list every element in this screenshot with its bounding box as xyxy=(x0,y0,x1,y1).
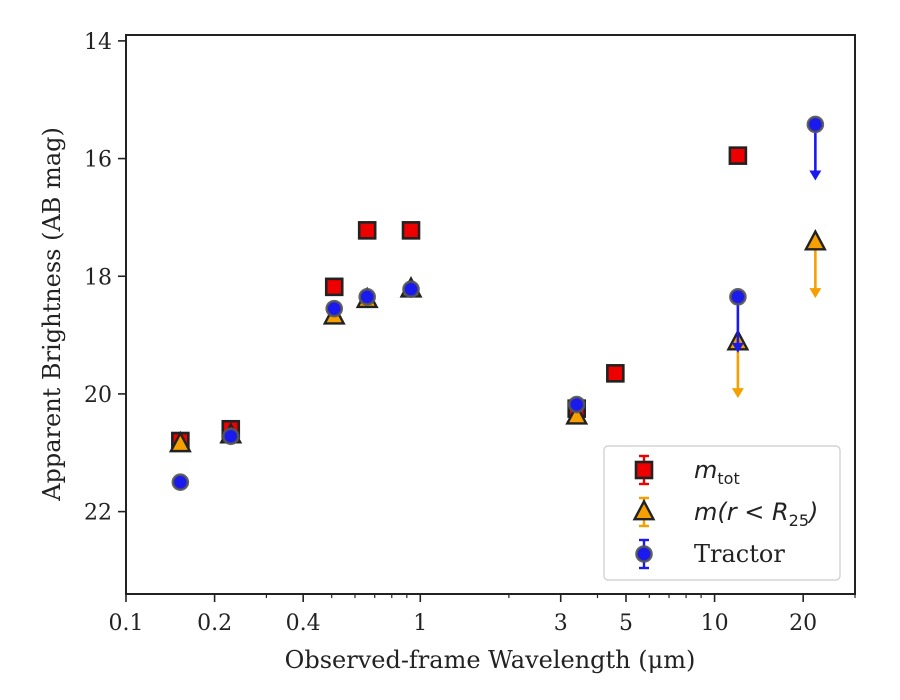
data-point-square xyxy=(728,146,748,165)
legend-label: Tractor xyxy=(694,540,785,568)
upper-limit-arrow-head xyxy=(731,388,744,399)
y-tick-label: 16 xyxy=(84,148,112,173)
legend-box xyxy=(603,445,841,581)
data-point-square xyxy=(324,277,344,297)
legend-marker-square xyxy=(634,460,654,480)
legend: mtot m(r < R25) Tractor xyxy=(603,445,841,581)
legend-marker-circle xyxy=(635,545,653,563)
x-tick-label: 1 xyxy=(413,611,427,636)
x-tick-label: 20 xyxy=(789,611,817,636)
legend-label: m(r < R25) xyxy=(694,498,818,530)
upper-limit-arrow-head xyxy=(731,342,744,353)
y-axis-label: Apparent Brightness (AB mag) xyxy=(38,127,66,502)
y-tick-label: 14 xyxy=(84,30,112,55)
y-tick-label: 22 xyxy=(84,501,112,526)
legend-label: mtot xyxy=(694,456,740,488)
legend-marker-triangle xyxy=(632,498,656,521)
x-tick-label: 10 xyxy=(701,611,729,636)
x-tick-label: 0.4 xyxy=(286,611,321,636)
data-point-square xyxy=(357,221,377,240)
x-tick-label: 5 xyxy=(619,611,633,636)
x-tick-label: 0.1 xyxy=(109,611,144,636)
y-tick-label: 18 xyxy=(84,265,112,290)
data-marks xyxy=(168,115,827,492)
data-point-square xyxy=(401,221,421,240)
x-axis-label: Observed-frame Wavelength (μm) xyxy=(285,646,696,674)
x-axis: 0.1 0.2 0.4 1 3 5 10 20 xyxy=(109,594,856,636)
series-circle xyxy=(171,115,825,492)
y-tick-label: 20 xyxy=(84,383,112,408)
upper-limit-arrow-head xyxy=(809,288,822,299)
upper-limit-arrow-head xyxy=(809,170,822,181)
x-tick-label: 0.2 xyxy=(197,611,232,636)
y-axis: 14 16 18 20 22 xyxy=(84,30,126,526)
x-tick-label: 3 xyxy=(554,611,568,636)
data-point-square xyxy=(606,364,625,383)
